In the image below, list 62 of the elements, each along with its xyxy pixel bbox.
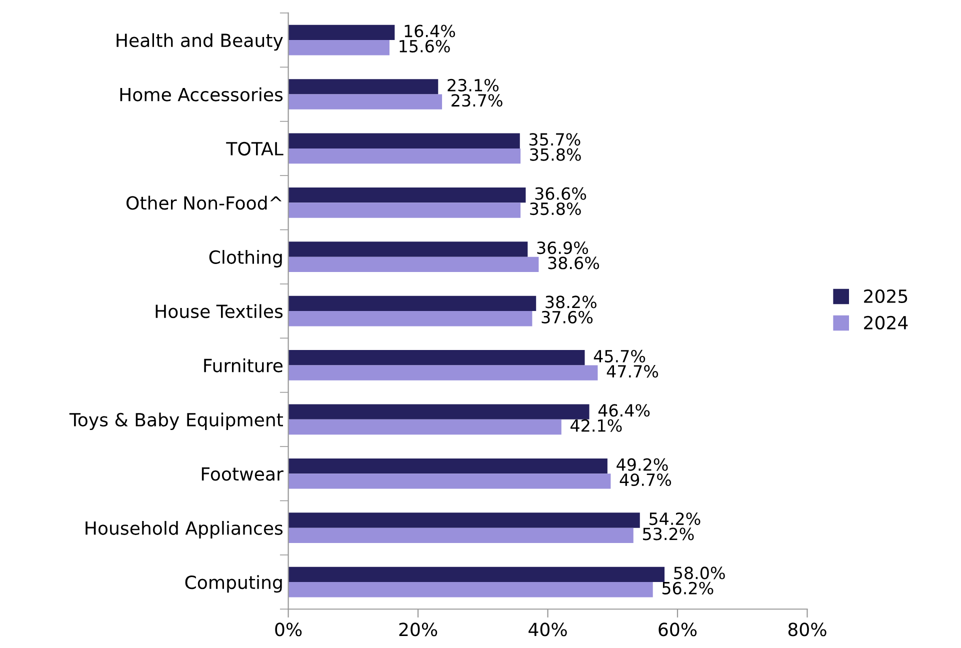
data-label: 49.2% bbox=[616, 458, 668, 471]
data-label: 45.7% bbox=[594, 350, 646, 362]
bar bbox=[288, 566, 665, 582]
bar bbox=[288, 296, 536, 312]
data-label: 38.6% bbox=[548, 256, 600, 270]
data-label: 23.1% bbox=[448, 78, 499, 92]
x-tick-label: 20% bbox=[399, 622, 438, 636]
y-tick-label: Furniture bbox=[204, 358, 282, 372]
data-label: 54.2% bbox=[650, 512, 700, 526]
bar bbox=[288, 256, 539, 272]
data-label: 58.0% bbox=[674, 566, 725, 580]
y-tick-label: House Textiles bbox=[156, 304, 283, 318]
bar bbox=[288, 94, 442, 110]
x-tick-label: 80% bbox=[788, 622, 826, 636]
bar bbox=[288, 512, 640, 528]
y-tick-label: Home Accessories bbox=[120, 87, 283, 102]
data-label: 49.7% bbox=[620, 473, 672, 486]
legend-label: 2025 bbox=[864, 289, 908, 304]
bar bbox=[288, 242, 528, 257]
y-tick-label: Household Appliances bbox=[86, 520, 283, 538]
data-label: 16.4% bbox=[404, 24, 456, 38]
bar bbox=[288, 404, 590, 420]
data-label: 53.2% bbox=[643, 528, 694, 540]
data-label: 56.2% bbox=[662, 582, 714, 594]
bar bbox=[288, 148, 521, 164]
data-label: 35.7% bbox=[529, 133, 580, 146]
bar bbox=[288, 458, 608, 474]
bar bbox=[288, 187, 526, 203]
y-tick-label: TOTAL bbox=[226, 142, 284, 156]
y-tick-label: Footwear bbox=[202, 467, 284, 481]
data-label: 36.9% bbox=[537, 241, 588, 254]
data-label: 35.8% bbox=[530, 148, 581, 161]
y-tick-label: Clothing bbox=[209, 250, 282, 268]
y-tick-label: Other Non-Food^ bbox=[126, 196, 282, 210]
data-label: 42.1% bbox=[570, 419, 622, 432]
bar bbox=[288, 24, 395, 40]
bar bbox=[288, 474, 611, 489]
data-label: 36.6% bbox=[535, 187, 586, 200]
legend-label: 2024 bbox=[864, 316, 908, 330]
bar bbox=[288, 202, 521, 218]
data-label: 46.4% bbox=[598, 404, 650, 417]
data-label: 47.7% bbox=[606, 365, 658, 378]
data-label: 15.6% bbox=[400, 40, 450, 52]
bar bbox=[288, 350, 585, 366]
bar bbox=[288, 133, 520, 148]
data-label: 35.8% bbox=[530, 202, 581, 216]
bar bbox=[288, 311, 532, 326]
x-tick-label: 0% bbox=[275, 622, 302, 636]
y-tick-label: Toys & Baby Equipment bbox=[69, 412, 284, 430]
x-tick-label: 60% bbox=[658, 622, 697, 636]
data-label: 37.6% bbox=[542, 310, 593, 324]
bar bbox=[288, 582, 653, 598]
bar bbox=[288, 40, 390, 56]
bar bbox=[288, 419, 562, 435]
data-label: 23.7% bbox=[452, 94, 502, 107]
y-tick-label: Health and Beauty bbox=[116, 33, 283, 51]
bar bbox=[288, 365, 598, 380]
y-tick-label: Computing bbox=[185, 575, 282, 593]
x-tick-label: 40% bbox=[528, 622, 567, 636]
bar bbox=[288, 528, 634, 543]
data-label: 38.2% bbox=[546, 296, 596, 308]
bar bbox=[288, 79, 438, 94]
